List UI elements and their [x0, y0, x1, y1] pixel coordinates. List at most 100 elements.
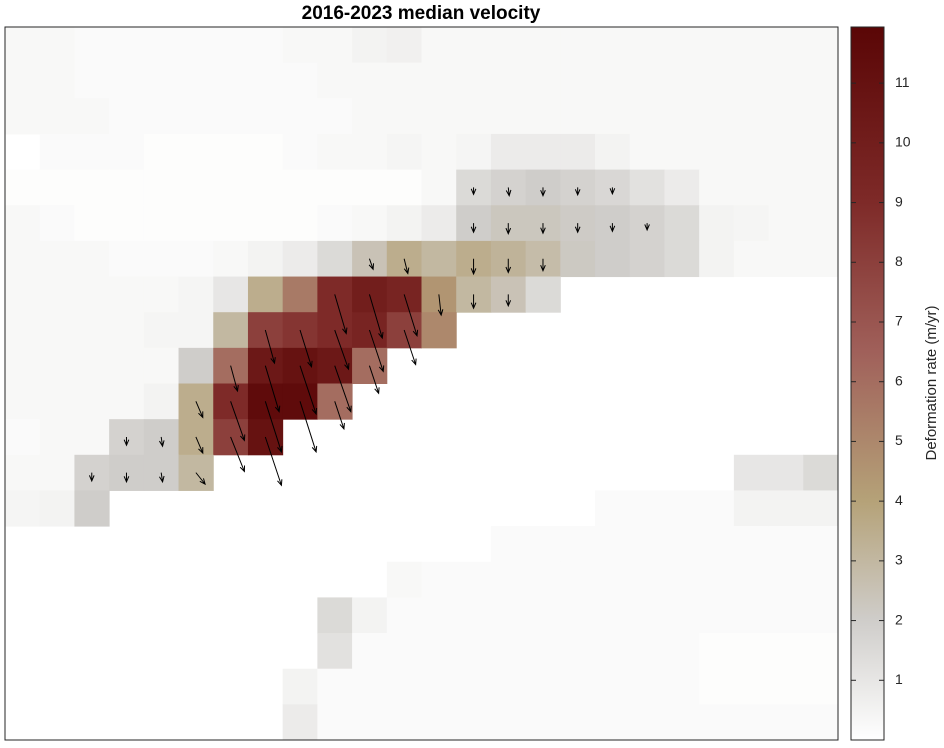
cell — [386, 561, 422, 598]
cell — [699, 704, 735, 741]
cell — [733, 205, 770, 242]
cell — [39, 240, 75, 278]
cell — [803, 668, 839, 705]
cell — [560, 633, 596, 670]
cell — [5, 490, 41, 527]
cell — [421, 205, 457, 242]
cell — [490, 561, 527, 598]
arrow — [403, 294, 419, 338]
cell — [699, 633, 735, 670]
cell — [699, 561, 735, 598]
arrow — [368, 329, 385, 373]
cell — [629, 633, 665, 670]
cell — [5, 454, 41, 491]
cell — [421, 133, 457, 171]
cell — [595, 633, 631, 670]
cell — [74, 312, 110, 349]
arrow — [470, 223, 477, 234]
arrow — [470, 294, 477, 310]
arrow — [368, 365, 380, 395]
cell — [5, 169, 41, 206]
arrow — [609, 223, 616, 233]
cell — [352, 169, 388, 206]
cell — [282, 276, 318, 313]
cell — [109, 98, 145, 135]
cell — [733, 490, 770, 527]
colorbar-tick-label: 8 — [895, 253, 903, 269]
cell — [5, 347, 41, 384]
arrow — [470, 187, 477, 196]
cell — [456, 133, 492, 171]
cell — [456, 704, 492, 741]
cell — [490, 98, 527, 135]
cell — [317, 133, 353, 171]
cell — [629, 133, 665, 171]
cell — [803, 205, 839, 242]
cell — [629, 62, 665, 99]
cell — [595, 668, 631, 705]
cell — [421, 98, 457, 135]
cell — [178, 133, 214, 171]
cell — [247, 62, 284, 99]
cell — [317, 668, 353, 705]
colorbar-tick-label: 1 — [895, 671, 903, 687]
heatmap — [5, 27, 839, 741]
cell — [421, 240, 457, 278]
cell — [525, 27, 561, 64]
cell — [664, 704, 700, 741]
cell — [109, 169, 145, 206]
cell — [560, 27, 596, 64]
arrow — [195, 401, 204, 419]
colorbar-tick-label: 9 — [895, 193, 903, 209]
cell — [74, 62, 110, 99]
cell — [768, 240, 804, 278]
cell — [629, 526, 665, 563]
cell — [768, 62, 804, 99]
cell — [352, 205, 388, 242]
cell — [39, 205, 75, 242]
cell — [109, 205, 145, 242]
cell — [803, 27, 839, 64]
cell — [664, 561, 700, 598]
cell — [386, 704, 422, 741]
arrow — [470, 258, 477, 276]
cell — [699, 62, 735, 99]
quiver — [88, 187, 650, 487]
cell — [768, 490, 804, 527]
cell — [490, 27, 527, 64]
cell — [525, 276, 561, 313]
cell — [560, 526, 596, 563]
arrow — [230, 401, 246, 442]
cell — [386, 62, 422, 99]
cell — [317, 98, 353, 135]
cell — [629, 668, 665, 705]
cell — [282, 240, 318, 278]
cell — [768, 27, 804, 64]
colorbar-label: Deformation rate (m/yr) — [923, 305, 940, 460]
cell — [143, 347, 180, 384]
colorbar-tick-label: 3 — [895, 552, 903, 568]
cell — [109, 347, 145, 384]
cell — [699, 98, 735, 135]
cell — [143, 98, 180, 135]
cell — [629, 27, 665, 64]
cell — [733, 561, 770, 598]
cell — [282, 133, 318, 171]
cell — [282, 668, 318, 705]
cell — [733, 668, 770, 705]
cell — [39, 419, 75, 456]
cell — [699, 526, 735, 563]
cell — [699, 240, 735, 278]
cell — [386, 98, 422, 135]
cell — [213, 27, 249, 64]
cell — [699, 205, 735, 242]
cell — [490, 704, 527, 741]
cell — [282, 98, 318, 135]
cell — [213, 240, 249, 278]
cell — [386, 27, 422, 64]
cell — [178, 347, 214, 384]
cell — [143, 169, 180, 206]
cell — [803, 240, 839, 278]
arrow — [334, 329, 350, 371]
cell — [733, 597, 770, 634]
